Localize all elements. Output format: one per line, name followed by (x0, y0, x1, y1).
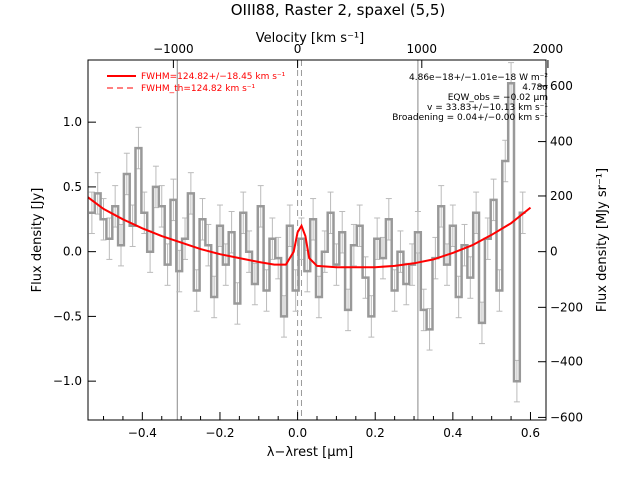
x-tick-label: −0.2 (205, 426, 234, 440)
right-tick-label: 200 (550, 189, 573, 203)
right-tick-label: 400 (550, 135, 573, 149)
right-tick-label: −200 (550, 300, 583, 314)
top-tick-label: −1000 (153, 42, 194, 56)
annotation-broadening: Broadening = 0.04+/−0.00 km s⁻¹ (392, 113, 548, 123)
annotation-eqw: EQW_obs = −0.02 μm (448, 93, 548, 103)
legend: FWHM=124.82+/−18.45 km s⁻¹ FWHM_th=124.8… (107, 72, 286, 94)
y-tick-label: −1.0 (53, 374, 82, 388)
x-tick-label: −0.4 (128, 426, 157, 440)
right-tick-label: −400 (550, 355, 583, 369)
x-axis-title: λ−λrest [μm] (267, 445, 353, 460)
annotation-significance: 4.78σ (522, 83, 548, 93)
right-tick-label: 600 (550, 79, 573, 93)
fit-curve (87, 196, 532, 269)
annotations: 4.86e−18+/−1.01e−18 W m⁻² 4.78σ EQW_obs … (392, 73, 548, 123)
annotation-line-flux: 4.86e−18+/−1.01e−18 W m⁻² (409, 73, 548, 83)
annotation-velocity: v = 33.83+/−10.13 km s⁻¹ (427, 103, 548, 113)
x-tick-label: 0.2 (366, 426, 385, 440)
y-tick-label: −0.5 (53, 309, 82, 323)
top-axis-title: Velocity [km s⁻¹] (256, 31, 364, 46)
legend-label-fit: FWHM=124.82+/−18.45 km s⁻¹ (141, 72, 286, 82)
legend-label-theoretical: FWHM_th=124.82 km s⁻¹ (141, 84, 256, 94)
x-tick-label: 0.6 (521, 426, 540, 440)
x-tick-label: 0.4 (443, 426, 462, 440)
right-axis-title: Flux density [MJy sr⁻¹] (595, 168, 610, 312)
top-tick-label: 1000 (407, 42, 438, 56)
right-tick-label: 0 (550, 245, 558, 259)
top-tick-label: 0 (294, 42, 302, 56)
x-tick-label: 0.0 (288, 426, 307, 440)
y-tick-label: 1.0 (63, 115, 82, 129)
y-tick-label: 0.5 (63, 180, 82, 194)
y-axis-title: Flux density [Jy] (30, 188, 45, 293)
y-tick-label: 0.0 (63, 245, 82, 259)
right-tick-label: −600 (550, 410, 583, 424)
top-tick-label: 2000 (533, 42, 564, 56)
chart-title: OIII88, Raster 2, spaxel (5,5) (231, 1, 446, 19)
data-series-line (89, 82, 526, 383)
